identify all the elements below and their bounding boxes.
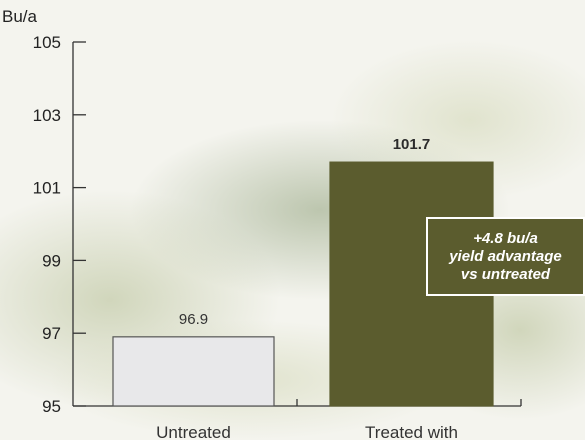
callout-line-2: yield advantage: [449, 247, 562, 265]
callout-line-1: +4.8 bu/a: [473, 229, 538, 247]
yield-advantage-callout: +4.8 bu/a yield advantage vs untreated: [426, 217, 585, 296]
y-tick-label: 97: [42, 324, 61, 343]
y-tick-label: 99: [42, 251, 61, 270]
y-tick-label: 105: [33, 33, 61, 52]
labels: 96.9 Untreated 101.7 Treated with: [156, 136, 458, 440]
y-tick-label: 103: [33, 106, 61, 125]
bar-untreated: [112, 336, 275, 407]
category-label: Treated with: [365, 423, 458, 440]
category-label: Untreated: [156, 423, 231, 440]
y-axis-label: Bu/a: [2, 7, 38, 26]
value-label: 96.9: [179, 311, 208, 328]
y-tick-label: 95: [42, 397, 61, 416]
y-tick-label: 101: [33, 179, 61, 198]
value-label: 101.7: [393, 136, 431, 153]
callout-line-3: vs untreated: [460, 265, 551, 283]
